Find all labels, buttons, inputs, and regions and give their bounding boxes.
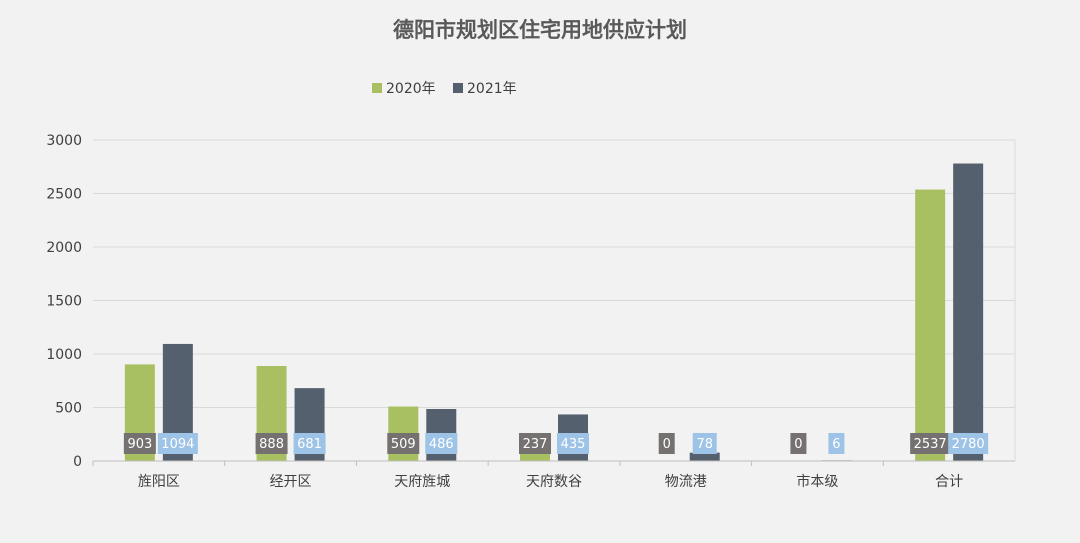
data-label: 6 [832, 437, 840, 452]
data-label-box [255, 433, 288, 454]
data-label: 78 [696, 437, 713, 452]
data-label-box [293, 433, 326, 454]
x-category-label: 物流港 [665, 474, 707, 490]
data-label-box [123, 433, 156, 454]
data-label-box [658, 433, 675, 454]
x-axis: 旌阳区 经开区 天府旌城 天府数谷 物流港 市本级 合计 [92, 460, 1015, 490]
y-tick-label: 1000 [46, 347, 82, 363]
data-label: 888 [259, 437, 284, 452]
data-label-box [828, 433, 845, 454]
data-label-box [910, 433, 951, 454]
chart-title: 德阳市规划区住宅用地供应计划 [393, 18, 687, 42]
data-label: 509 [391, 437, 416, 452]
y-tick-label: 2000 [46, 240, 82, 256]
data-label-box [790, 433, 807, 454]
x-category-label: 市本级 [796, 473, 838, 490]
data-labels: 903 1094 888 681 509 486 237 435 0 78 0 6 2537 2780 [123, 433, 989, 454]
gridlines [93, 139, 1016, 461]
data-label-box [519, 433, 551, 454]
data-label-box [425, 433, 458, 454]
legend-label: 2021年 [467, 81, 517, 97]
bar-series-2 [953, 163, 984, 462]
x-category-label: 天府数谷 [526, 474, 582, 490]
data-label: 903 [127, 437, 152, 452]
y-tick-label: 500 [55, 401, 82, 417]
data-label: 0 [663, 437, 671, 452]
legend-label: 2020年 [386, 81, 436, 97]
x-category-label: 天府旌城 [394, 474, 450, 490]
y-axis: 0 500 1000 1500 2000 2500 3000 [46, 133, 82, 470]
y-tick-label: 3000 [46, 133, 82, 149]
data-label: 486 [429, 437, 454, 452]
data-label: 1094 [161, 437, 194, 452]
legend-swatch [453, 83, 463, 93]
data-label: 681 [297, 437, 322, 452]
legend: 2020年 2021年 [372, 81, 517, 97]
data-label-box [387, 433, 420, 454]
bar-series-1 [915, 189, 946, 461]
data-label-box [157, 433, 198, 454]
data-label: 2780 [952, 437, 985, 452]
x-category-label: 旌阳区 [138, 474, 180, 490]
y-tick-label: 1500 [46, 294, 82, 310]
data-label: 2537 [914, 437, 947, 452]
bar-series-2 [689, 452, 720, 461]
bars [124, 163, 984, 462]
x-category-label: 经开区 [270, 474, 312, 490]
y-tick-label: 0 [73, 454, 82, 470]
data-label-box [692, 433, 717, 454]
data-label: 237 [523, 437, 548, 452]
legend-swatch [372, 83, 382, 93]
x-category-label: 合计 [935, 474, 963, 490]
y-tick-label: 2500 [46, 187, 82, 203]
data-label: 0 [794, 437, 802, 452]
data-label: 435 [561, 437, 586, 452]
data-label-box [557, 433, 589, 454]
data-label-box [948, 433, 989, 454]
